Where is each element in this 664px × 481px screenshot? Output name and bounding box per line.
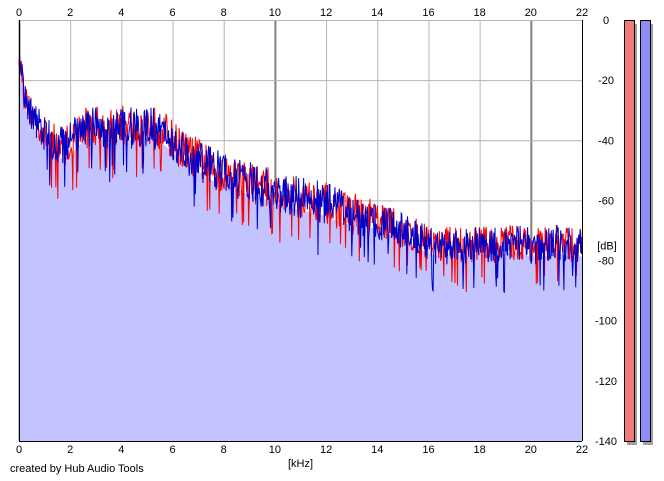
x-tick-label-top: 6 bbox=[169, 7, 175, 19]
x-tick-label-top: 18 bbox=[474, 7, 486, 19]
x-tick-label-bottom: 20 bbox=[525, 444, 537, 456]
x-tick-label-bottom: 22 bbox=[576, 444, 588, 456]
level-meters bbox=[624, 20, 653, 445]
series-lines bbox=[18, 55, 583, 294]
series-line-2 bbox=[18, 55, 583, 294]
x-tick-label-bottom: 2 bbox=[67, 444, 73, 456]
x-tick-label-top: 20 bbox=[525, 7, 537, 19]
x-tick-label-top: 8 bbox=[221, 7, 227, 19]
x-tick-label-bottom: 6 bbox=[169, 444, 175, 456]
x-tick-label-bottom: 4 bbox=[118, 444, 124, 456]
y-tick-label: -140 bbox=[595, 436, 617, 448]
x-tick-label-top: 12 bbox=[320, 7, 332, 19]
x-tick-label-bottom: 14 bbox=[371, 444, 383, 456]
x-tick-label-top: 22 bbox=[576, 7, 588, 19]
x-tick-label-top: 16 bbox=[422, 7, 434, 19]
level-meter-bar bbox=[640, 20, 651, 442]
credit-text: created by Hub Audio Tools bbox=[10, 463, 144, 475]
x-tick-label-top: 0 bbox=[16, 7, 22, 19]
y-axis-label: [dB] bbox=[597, 241, 617, 253]
plot-frame bbox=[19, 20, 583, 442]
y-tick-label: -20 bbox=[598, 75, 614, 87]
x-tick-label-bottom: 0 bbox=[16, 444, 22, 456]
x-tick-label-bottom: 8 bbox=[221, 444, 227, 456]
x-axis-label: [kHz] bbox=[288, 458, 313, 470]
x-tick-label-bottom: 18 bbox=[474, 444, 486, 456]
x-tick-label-bottom: 10 bbox=[269, 444, 281, 456]
x-tick-label-top: 2 bbox=[67, 7, 73, 19]
x-tick-label-bottom: 12 bbox=[320, 444, 332, 456]
x-tick-label-top: 14 bbox=[371, 7, 383, 19]
y-tick-label: -40 bbox=[598, 135, 614, 147]
y-tick-label: -100 bbox=[595, 316, 617, 328]
tick-labels: 002244668810101212141416161818202022220-… bbox=[16, 7, 617, 456]
x-tick-label-top: 4 bbox=[118, 7, 124, 19]
y-tick-label: 0 bbox=[603, 15, 609, 27]
y-tick-label: -60 bbox=[598, 195, 614, 207]
level-meter-bar bbox=[624, 20, 635, 442]
x-tick-label-bottom: 16 bbox=[422, 444, 434, 456]
x-tick-label-top: 10 bbox=[269, 7, 281, 19]
y-tick-label: -80 bbox=[598, 256, 614, 268]
y-tick-label: -120 bbox=[595, 376, 617, 388]
